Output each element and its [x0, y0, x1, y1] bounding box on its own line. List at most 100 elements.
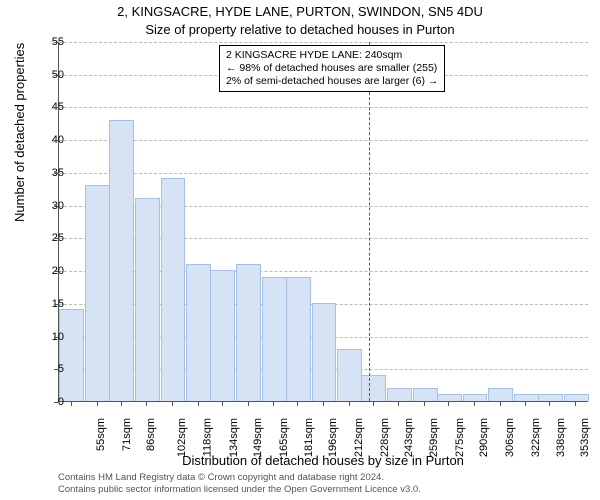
bar	[85, 185, 110, 401]
x-tick-mark	[297, 402, 298, 406]
y-tick-mark	[54, 337, 58, 338]
x-tick-label: 338sqm	[556, 418, 568, 457]
x-tick-mark	[448, 402, 449, 406]
gridline	[59, 42, 588, 43]
gridline	[59, 173, 588, 174]
y-tick-label: 5	[36, 363, 64, 375]
x-tick-label: 290sqm	[478, 418, 490, 457]
gridline	[59, 140, 588, 141]
plot-area: 2 KINGSACRE HYDE LANE: 240sqm← 98% of de…	[58, 42, 588, 402]
x-tick-mark	[146, 402, 147, 406]
y-tick-label: 0	[36, 396, 64, 408]
y-tick-mark	[54, 42, 58, 43]
x-tick-mark	[424, 402, 425, 406]
x-tick-mark	[121, 402, 122, 406]
reference-line	[369, 42, 370, 401]
y-tick-label: 45	[36, 101, 64, 113]
annotation-line: 2% of semi-detached houses are larger (6…	[226, 75, 438, 88]
y-tick-label: 10	[36, 331, 64, 343]
y-tick-label: 30	[36, 200, 64, 212]
x-tick-mark	[349, 402, 350, 406]
x-tick-label: 181sqm	[303, 418, 315, 457]
x-tick-label: 196sqm	[327, 418, 339, 457]
y-tick-mark	[54, 402, 58, 403]
x-tick-mark	[273, 402, 274, 406]
bar	[488, 388, 513, 401]
bar	[564, 394, 589, 401]
bar	[186, 264, 211, 401]
y-tick-label: 15	[36, 298, 64, 310]
gridline	[59, 107, 588, 108]
bar	[161, 178, 186, 401]
annotation-line: ← 98% of detached houses are smaller (25…	[226, 62, 438, 75]
y-tick-mark	[54, 369, 58, 370]
x-tick-label: 149sqm	[252, 418, 264, 457]
y-tick-label: 35	[36, 167, 64, 179]
bar	[463, 394, 488, 401]
y-tick-label: 55	[36, 36, 64, 48]
y-tick-label: 25	[36, 232, 64, 244]
annotation-line: 2 KINGSACRE HYDE LANE: 240sqm	[226, 49, 438, 62]
y-tick-mark	[54, 173, 58, 174]
bar	[59, 309, 84, 401]
x-tick-mark	[549, 402, 550, 406]
x-tick-mark	[323, 402, 324, 406]
y-tick-mark	[54, 271, 58, 272]
x-tick-mark	[248, 402, 249, 406]
footnote-line-1: Contains HM Land Registry data © Crown c…	[58, 472, 588, 484]
x-tick-mark	[525, 402, 526, 406]
x-tick-label: 228sqm	[379, 418, 391, 457]
x-tick-mark	[222, 402, 223, 406]
chart-title-main: 2, KINGSACRE, HYDE LANE, PURTON, SWINDON…	[0, 4, 600, 19]
x-tick-label: 71sqm	[121, 418, 133, 451]
x-tick-label: 306sqm	[504, 418, 516, 457]
x-tick-label: 322sqm	[530, 418, 542, 457]
x-tick-label: 55sqm	[95, 418, 107, 451]
x-tick-label: 118sqm	[201, 418, 213, 456]
y-tick-mark	[54, 304, 58, 305]
bar	[337, 349, 362, 401]
y-tick-mark	[54, 238, 58, 239]
x-tick-label: 134sqm	[228, 418, 240, 457]
x-tick-mark	[500, 402, 501, 406]
x-tick-mark	[172, 402, 173, 406]
x-tick-mark	[575, 402, 576, 406]
y-tick-mark	[54, 140, 58, 141]
chart-title-sub: Size of property relative to detached ho…	[0, 22, 600, 37]
chart-container: 2, KINGSACRE, HYDE LANE, PURTON, SWINDON…	[0, 0, 600, 500]
x-tick-label: 243sqm	[403, 418, 415, 457]
x-tick-label: 212sqm	[353, 418, 365, 457]
x-tick-label: 165sqm	[278, 418, 290, 457]
x-tick-label: 353sqm	[580, 418, 592, 457]
footnote: Contains HM Land Registry data © Crown c…	[58, 472, 588, 496]
y-tick-label: 20	[36, 265, 64, 277]
footnote-line-2: Contains public sector information licen…	[58, 484, 588, 496]
y-tick-mark	[54, 107, 58, 108]
bar	[262, 277, 287, 401]
annotation-box: 2 KINGSACRE HYDE LANE: 240sqm← 98% of de…	[219, 45, 445, 92]
bar	[236, 264, 261, 401]
bar	[286, 277, 311, 401]
x-tick-label: 86sqm	[145, 418, 157, 451]
y-tick-label: 40	[36, 134, 64, 146]
x-tick-label: 259sqm	[429, 418, 441, 457]
y-tick-label: 50	[36, 69, 64, 81]
bar	[210, 270, 235, 401]
bar	[312, 303, 337, 401]
bar	[387, 388, 412, 401]
x-tick-mark	[71, 402, 72, 406]
x-tick-label: 102sqm	[176, 418, 188, 457]
bar	[413, 388, 438, 401]
bar	[109, 120, 134, 401]
bar	[538, 394, 563, 401]
y-tick-mark	[54, 75, 58, 76]
x-tick-mark	[373, 402, 374, 406]
x-tick-mark	[97, 402, 98, 406]
bar	[361, 375, 386, 401]
x-tick-mark	[474, 402, 475, 406]
x-axis-label: Distribution of detached houses by size …	[58, 453, 588, 468]
bar	[437, 394, 462, 401]
bar	[135, 198, 160, 401]
y-axis-label: Number of detached properties	[12, 43, 27, 222]
x-tick-label: 275sqm	[454, 418, 466, 457]
